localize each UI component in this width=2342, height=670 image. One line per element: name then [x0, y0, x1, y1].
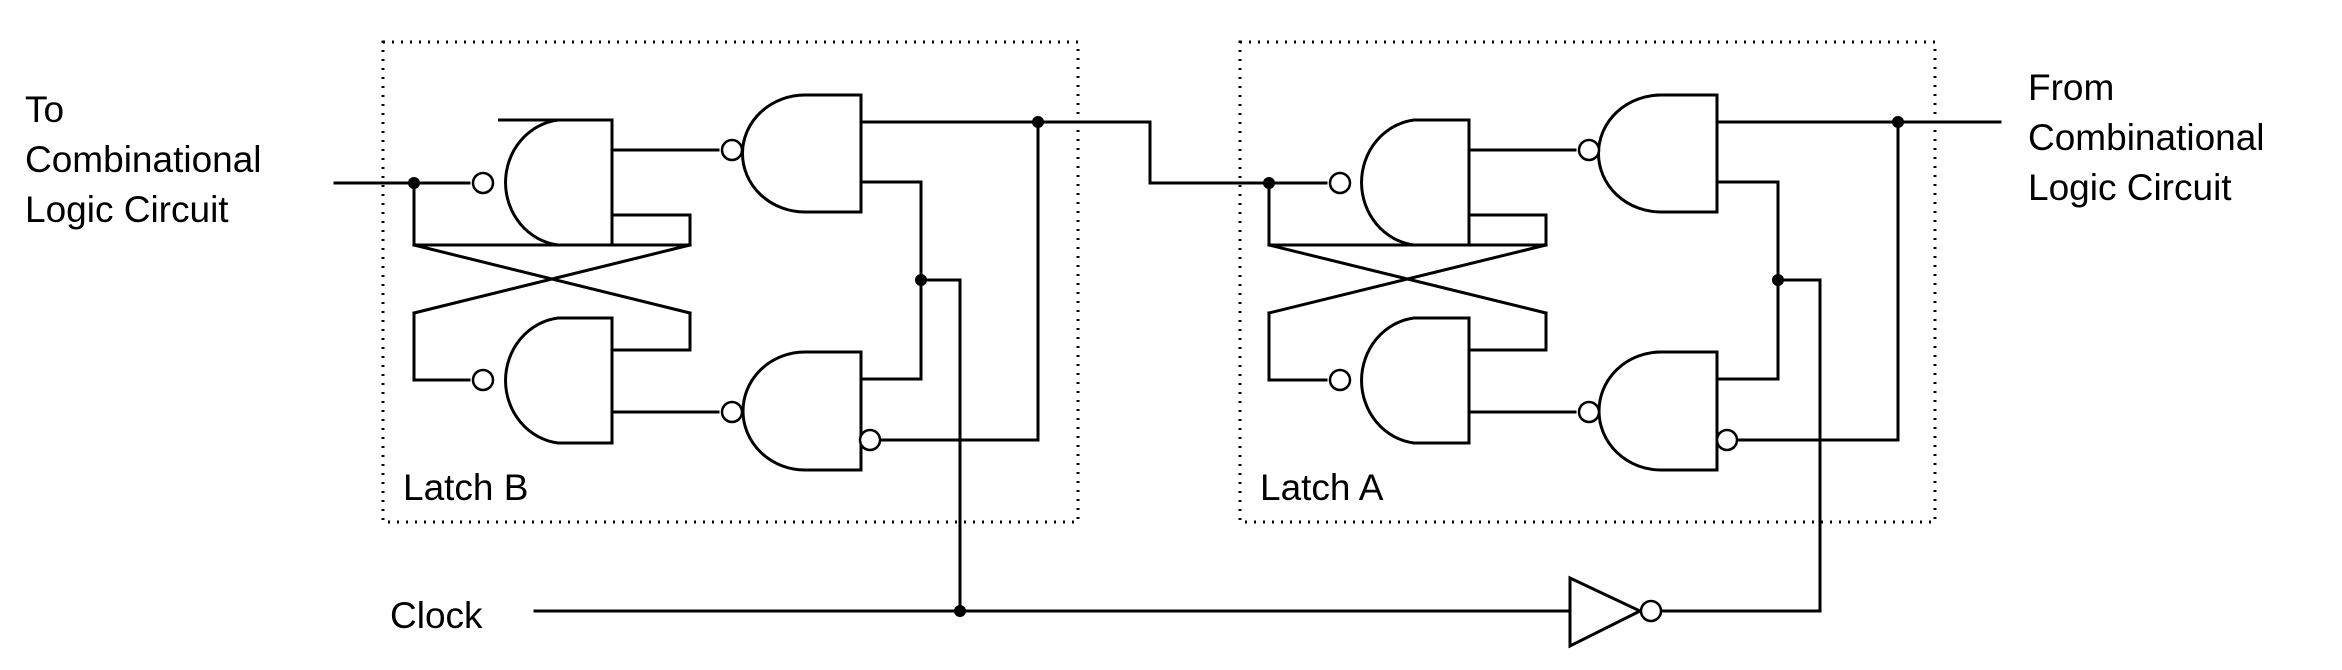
- output-label-line-1: From: [2028, 67, 2114, 108]
- junctions: [408, 116, 1904, 617]
- latch-b-nand-bottom-left: [471, 316, 614, 445]
- latch-a-boundary: [1238, 40, 1937, 524]
- latch-b-nand-top-right: [720, 93, 863, 214]
- latch-b-nand-top-left: [471, 118, 614, 247]
- latch-a-nand-top-right: [1577, 93, 1719, 214]
- output-label-line-2: Combinational: [2028, 117, 2265, 158]
- latch-a-nand-bottom-right: [1577, 350, 1739, 472]
- output-label-line-3: Logic Circuit: [2028, 167, 2232, 208]
- clock-inverter: [1568, 575, 1663, 649]
- latch-a-nand-top-left: [1328, 118, 1471, 247]
- latch-a-nand-bottom-left: [1328, 316, 1471, 445]
- input-label-line-1: To: [25, 89, 64, 130]
- wiring: [333, 120, 2002, 613]
- latch-b-nand-bottom-right: [720, 350, 882, 472]
- latch-b-boundary: [381, 40, 1080, 524]
- latch-a-label: Latch A: [1260, 467, 1384, 508]
- input-label-line-3: Logic Circuit: [25, 189, 229, 230]
- latch-b-label: Latch B: [403, 467, 528, 508]
- clock-label: Clock: [390, 595, 483, 636]
- input-label-line-2: Combinational: [25, 139, 262, 180]
